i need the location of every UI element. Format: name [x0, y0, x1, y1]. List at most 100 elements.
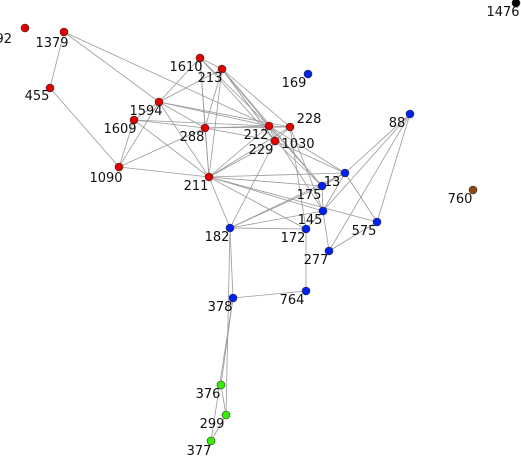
node-13[interactable]: [340, 168, 350, 178]
node-label-277: 277: [304, 253, 329, 268]
node-172[interactable]: [301, 224, 311, 234]
node-label-1609: 1609: [103, 122, 136, 137]
edge-288-211: [204, 127, 210, 178]
node-211[interactable]: [204, 172, 214, 182]
edge-145-277: [322, 210, 330, 252]
edge-378-377: [210, 297, 234, 442]
node-label-299: 299: [200, 417, 225, 432]
node-label-169: 169: [282, 76, 307, 91]
node-label-575: 575: [352, 224, 377, 239]
edge-229-175: [274, 140, 323, 187]
edge-213-228: [221, 68, 291, 128]
edge-1610-212: [199, 57, 270, 127]
edge-213-1594: [158, 68, 223, 103]
edge-1594-1609: [133, 101, 160, 121]
edge-288-1090: [118, 127, 206, 168]
node-label-175: 175: [297, 188, 322, 203]
node-1030[interactable]: [270, 136, 280, 146]
edge-211-13: [208, 172, 346, 178]
edge-1594-288: [158, 101, 206, 129]
node-label-378: 378: [208, 300, 233, 315]
edge-376-299: [220, 384, 227, 416]
edge-212-175: [268, 125, 323, 187]
node-1594[interactable]: [154, 97, 164, 107]
node-182[interactable]: [225, 223, 235, 233]
node-760[interactable]: [468, 185, 478, 195]
node-764[interactable]: [301, 286, 311, 296]
edge-182-299: [225, 227, 231, 416]
node-label-172: 172: [281, 231, 306, 246]
node-169[interactable]: [303, 69, 313, 79]
edge-211-172: [208, 176, 307, 230]
node-575[interactable]: [372, 217, 382, 227]
edge-145-182: [229, 210, 324, 229]
node-376[interactable]: [216, 380, 226, 390]
node-label-229: 229: [249, 143, 274, 158]
node-label-376: 376: [196, 387, 221, 402]
edge-88-277: [328, 113, 411, 252]
node-label-182: 182: [205, 230, 230, 245]
edge-1379-455: [49, 31, 65, 89]
node-label-213: 213: [198, 71, 223, 86]
node-1609[interactable]: [129, 115, 139, 125]
edge-1594-211: [158, 101, 210, 178]
node-377[interactable]: [206, 436, 216, 446]
edge-1594-212: [158, 101, 270, 127]
edge-213-211: [208, 68, 223, 178]
node-label-1610: 1610: [169, 60, 202, 75]
node-label-392: 392: [0, 32, 12, 47]
edge-88-13: [344, 113, 411, 174]
edge-277-575: [328, 221, 378, 252]
edge-1090-211: [118, 166, 210, 178]
node-label-1476: 1476: [486, 5, 519, 20]
node-label-764: 764: [280, 293, 305, 308]
node-label-1030: 1030: [281, 137, 314, 152]
node-1610[interactable]: [195, 53, 205, 63]
node-1476[interactable]: [511, 0, 521, 8]
edge-1610-1594: [158, 57, 201, 103]
node-228[interactable]: [285, 122, 295, 132]
edge-212-13: [268, 125, 346, 174]
edge-211-145: [208, 176, 324, 212]
node-1379[interactable]: [59, 27, 69, 37]
edge-229-13: [274, 140, 346, 174]
edge-764-378: [232, 290, 307, 299]
node-455[interactable]: [45, 83, 55, 93]
edge-288-228: [204, 126, 291, 129]
node-88[interactable]: [405, 109, 415, 119]
nodes-layer: [20, 0, 521, 446]
node-299[interactable]: [221, 410, 231, 420]
edge-1609-211: [133, 119, 210, 178]
node-label-88: 88: [389, 116, 406, 131]
node-288[interactable]: [200, 123, 210, 133]
node-label-212: 212: [244, 128, 269, 143]
edge-13-575: [344, 172, 378, 223]
node-277[interactable]: [324, 246, 334, 256]
edge-182-378: [229, 227, 234, 299]
node-1090[interactable]: [114, 162, 124, 172]
edge-229-211: [208, 140, 276, 178]
edge-88-575: [376, 113, 411, 223]
node-label-377: 377: [187, 444, 212, 459]
edge-175-182: [229, 185, 323, 229]
node-378[interactable]: [228, 293, 238, 303]
edge-211-175: [208, 176, 323, 187]
node-label-145: 145: [298, 213, 323, 228]
edge-13-145: [322, 172, 346, 212]
node-213[interactable]: [217, 64, 227, 74]
node-175[interactable]: [317, 181, 327, 191]
edge-1379-1594: [63, 31, 160, 103]
edge-228-211: [208, 126, 291, 178]
node-392[interactable]: [20, 23, 30, 33]
node-145[interactable]: [318, 206, 328, 216]
node-label-1090: 1090: [89, 171, 122, 186]
node-label-13: 13: [324, 175, 341, 190]
node-212[interactable]: [264, 121, 274, 131]
edge-88-145: [322, 113, 411, 212]
edge-455-1090: [49, 87, 120, 168]
node-label-760: 760: [448, 192, 473, 207]
edge-212-211: [208, 125, 270, 178]
edge-172-182: [229, 227, 307, 230]
